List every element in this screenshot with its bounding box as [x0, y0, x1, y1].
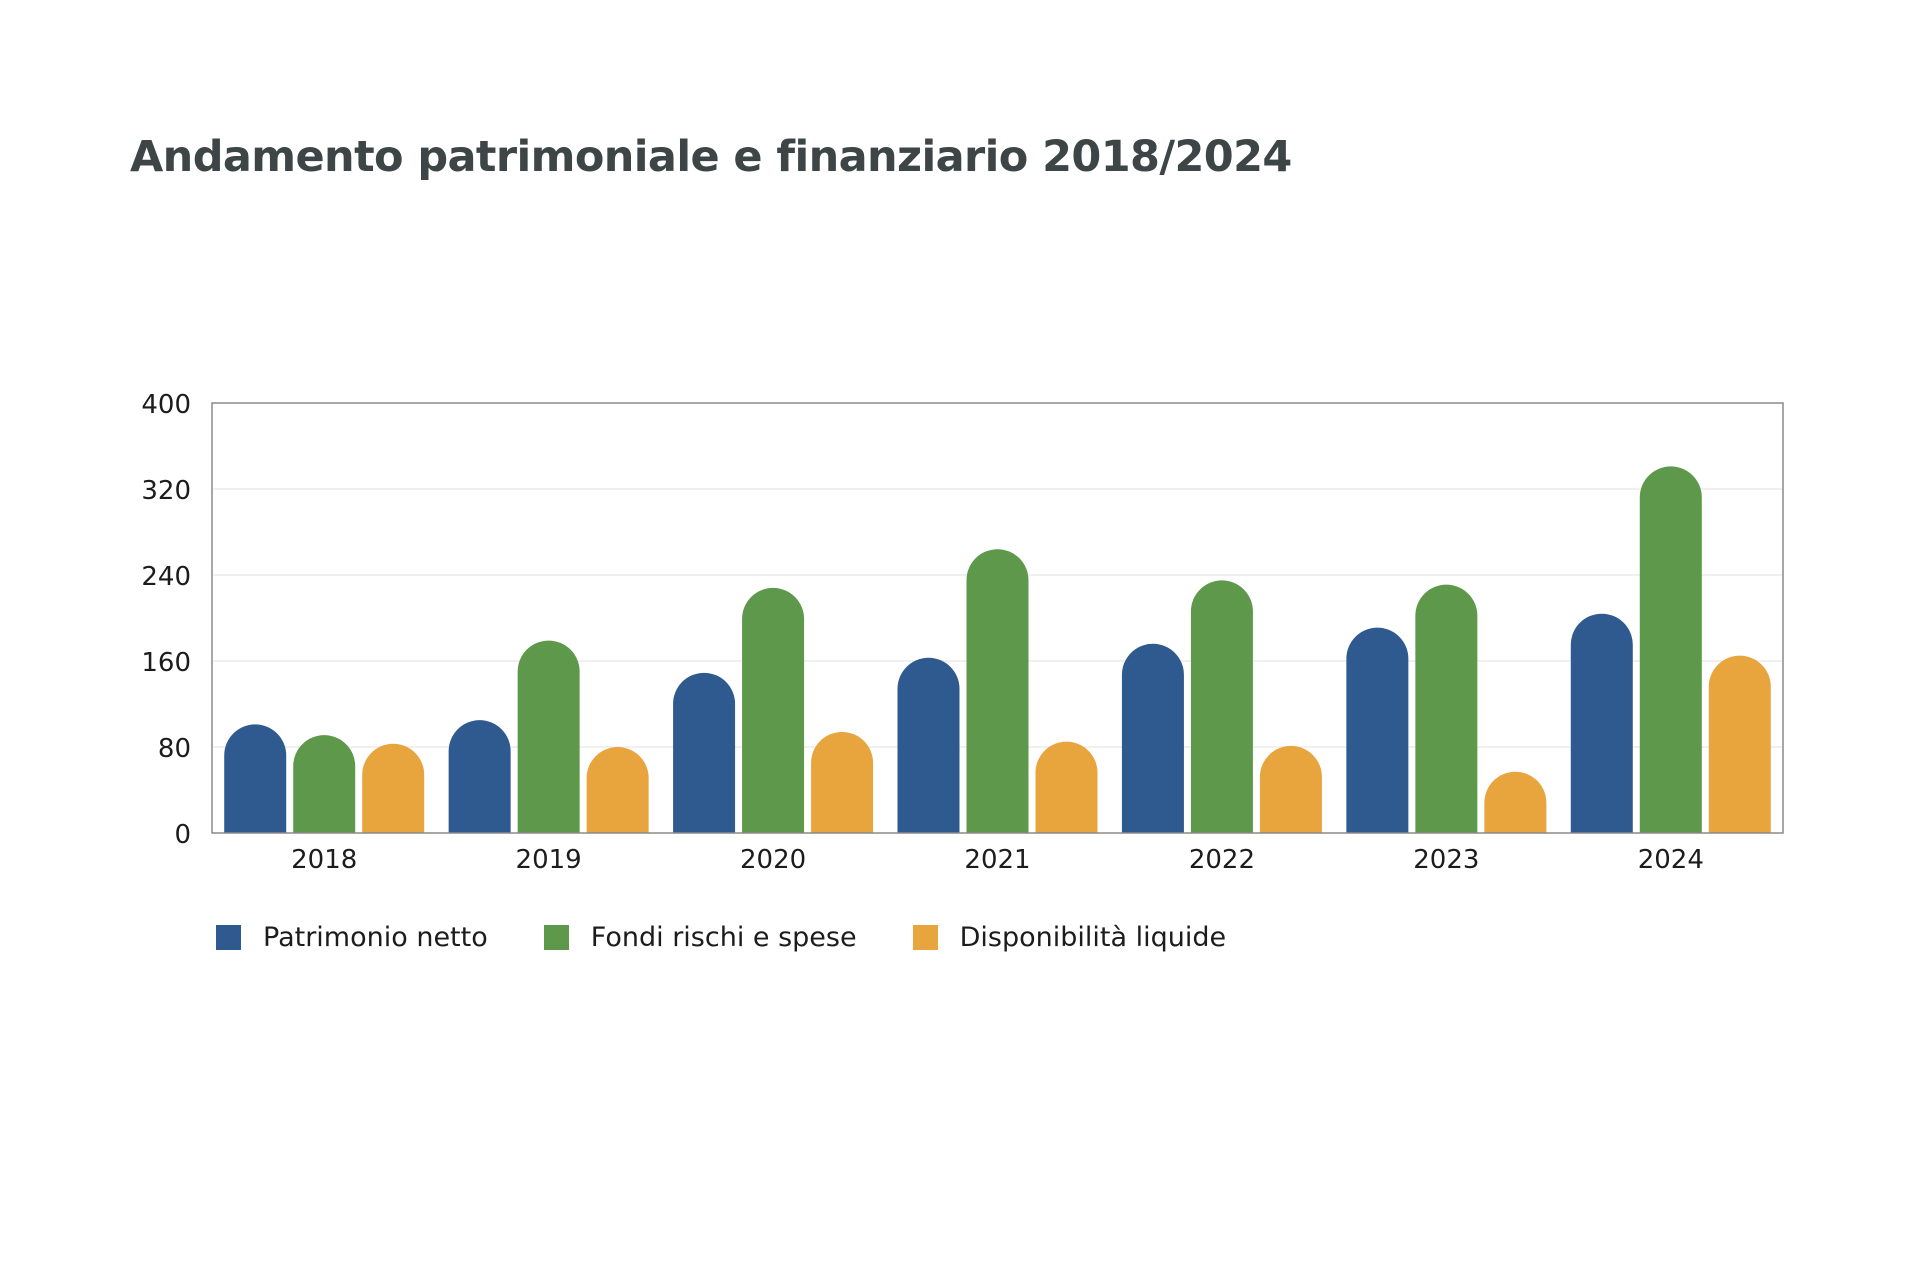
bar-fondi-rischi-e-spese-2021 — [966, 549, 1029, 833]
bar-patrimonio-netto-2024 — [1570, 613, 1633, 833]
bar-disponibilit-liquide-2022 — [1259, 745, 1322, 833]
y-tick-label: 400 — [141, 390, 191, 420]
bar-patrimonio-netto-2021 — [897, 657, 960, 833]
legend-item: Fondi rischi e spese — [543, 922, 857, 953]
legend-swatch — [912, 925, 938, 950]
bar-patrimonio-netto-2023 — [1346, 627, 1409, 833]
legend: Patrimonio netto Fondi rischi e spese Disp… — [216, 922, 1226, 953]
bar-disponibilit-liquide-2020 — [811, 731, 874, 833]
bar-fondi-rischi-e-spese-2024 — [1639, 466, 1702, 833]
axes — [211, 402, 1784, 834]
y-tick-label: 80 — [158, 734, 191, 764]
bar-patrimonio-netto-2022 — [1121, 643, 1184, 833]
legend-item: Disponibilità liquide — [912, 922, 1227, 953]
legend-label: Fondi rischi e spese — [590, 922, 857, 953]
x-tick-label: 2018 — [291, 845, 357, 875]
legend-swatch — [216, 925, 241, 950]
legend-item: Patrimonio netto — [216, 922, 488, 953]
legend-label: Patrimonio netto — [263, 922, 488, 953]
bar-fondi-rischi-e-spese-2018 — [293, 735, 356, 833]
bar-disponibilit-liquide-2021 — [1035, 741, 1098, 833]
bars — [224, 466, 1771, 833]
legend-label: Disponibilità liquide — [959, 922, 1227, 953]
bar-patrimonio-netto-2020 — [673, 672, 736, 833]
y-tick-label: 240 — [141, 562, 191, 592]
bar-patrimonio-netto-2019 — [448, 720, 511, 833]
bar-patrimonio-netto-2018 — [224, 724, 287, 833]
x-tick-label: 2019 — [516, 845, 582, 875]
bar-fondi-rischi-e-spese-2020 — [742, 587, 805, 833]
chart-title: Andamento patrimoniale e finanziario 201… — [130, 132, 1292, 182]
x-tick-label: 2023 — [1413, 845, 1479, 875]
x-tick-label: 2022 — [1189, 845, 1255, 875]
tick-labels: 0 80 160 240 320 400 2018 2019 2020 2021 2022 2023 2… — [141, 390, 1704, 875]
x-tick-label: 2021 — [964, 845, 1030, 875]
bar-fondi-rischi-e-spese-2023 — [1415, 584, 1478, 833]
y-tick-label: 0 — [174, 820, 191, 850]
bar-fondi-rischi-e-spese-2019 — [517, 640, 580, 833]
bar-fondi-rischi-e-spese-2022 — [1190, 580, 1253, 833]
y-tick-label: 320 — [141, 476, 191, 506]
x-tick-label: 2020 — [740, 845, 806, 875]
legend-swatch — [543, 925, 569, 950]
bar-disponibilit-liquide-2024 — [1708, 655, 1771, 833]
x-tick-label: 2024 — [1638, 845, 1704, 875]
bar-disponibilit-liquide-2019 — [586, 746, 649, 833]
plot-frame — [211, 402, 1784, 834]
y-tick-label: 160 — [141, 648, 191, 678]
bar-disponibilit-liquide-2018 — [362, 743, 425, 833]
bar-disponibilit-liquide-2023 — [1484, 771, 1547, 833]
